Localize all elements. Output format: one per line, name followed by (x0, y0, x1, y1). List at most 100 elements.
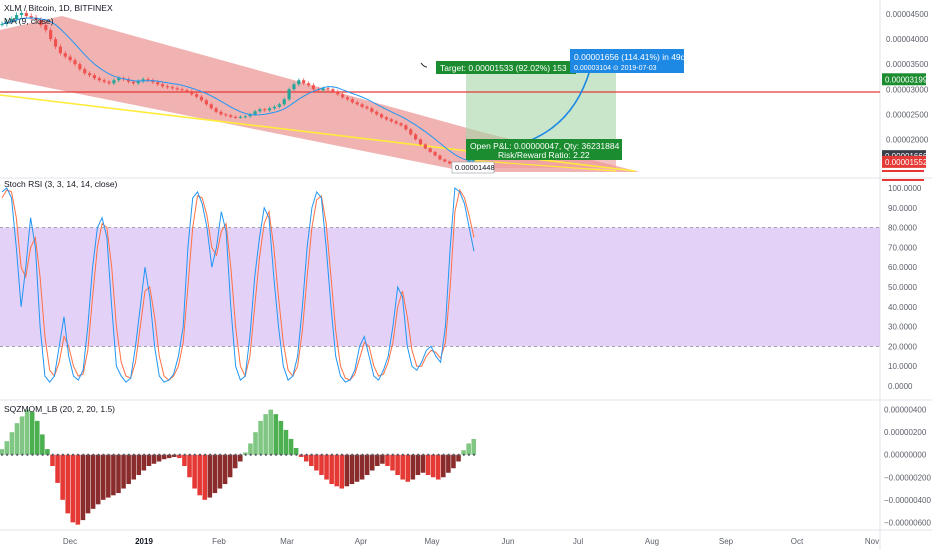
candle-body (165, 86, 170, 88)
target-box (436, 61, 576, 74)
sqz-zero-dot (376, 453, 379, 456)
sqz-zero-dot (143, 453, 146, 456)
sqz-bar (4, 441, 10, 455)
candle-body (73, 60, 77, 65)
candle-body (302, 80, 306, 84)
sqz-zero-dot (224, 453, 227, 456)
sqz-zero-dot (188, 453, 191, 456)
sqz-zero-dot (61, 453, 65, 456)
sqz-bar (156, 454, 162, 462)
sqz-zero-dot (97, 453, 100, 456)
sqz-zero-dot (21, 453, 24, 456)
candle-body (146, 79, 150, 81)
sqz-zero-dot (36, 453, 39, 456)
sqz-bar (395, 454, 400, 476)
sqz-bar (278, 420, 284, 455)
sqz-zero-dot (386, 453, 389, 456)
time-tick-label: Nov (865, 537, 879, 546)
stoch-tick-label: 40.0000 (888, 303, 917, 312)
sqz-zero-dot (310, 453, 313, 456)
sqz-zero-dot (112, 453, 115, 456)
sqz-zero-dot (427, 453, 430, 456)
stoch-tick-label: 70.0000 (888, 243, 917, 252)
sqz-zero-dot (442, 453, 445, 456)
price-candles (0, 10, 476, 167)
sqz-bar (55, 454, 60, 483)
candle-body (224, 114, 228, 116)
sqz-bar (9, 432, 15, 455)
candle-body (248, 114, 252, 117)
projection-text-2: 0.00003104 ⊙ 2019-07-03 (574, 65, 657, 72)
sqz-zero-dot (340, 453, 344, 456)
sqz-bar (405, 454, 411, 482)
sqz-zero-dot (285, 453, 288, 456)
sqz-zero-dot (132, 453, 136, 456)
sqz-zero-dot (335, 453, 339, 456)
candle-body (399, 123, 403, 126)
sqz-bar (298, 454, 304, 457)
stoch-tick-label: 80.0000 (888, 224, 917, 233)
candle-body (10, 19, 14, 22)
time-tick-label: Sep (719, 537, 734, 546)
candle-body (131, 81, 135, 84)
sqz-zero-dot (234, 453, 237, 456)
pnl-box (466, 139, 622, 160)
sqz-tick-label: 0.00000400 (884, 406, 927, 415)
time-tick-label: May (424, 537, 439, 546)
candle-body (214, 108, 218, 112)
sqz-bar (95, 454, 101, 505)
time-tick-label: Jun (502, 537, 515, 546)
sqz-bar (430, 454, 436, 478)
entry-label-box (451, 161, 495, 174)
sqz-bar (60, 454, 65, 500)
time-tick-label: Feb (212, 537, 226, 546)
price-tag-text: 0.00001552 (885, 158, 928, 167)
candle-body (83, 69, 87, 74)
candle-body (243, 116, 247, 118)
sqz-zero-dot (269, 453, 273, 456)
sqz-bar (136, 454, 142, 476)
sqz-bar (471, 438, 477, 455)
price-pane[interactable]: Target: 0.00001533 (92.02%) 153 0.000016… (0, 3, 929, 174)
price-tick-label: 0.00004000 (886, 35, 929, 44)
projection-box (570, 49, 684, 73)
sqz-zero-dot (300, 453, 303, 456)
sqz-zero-dot (214, 453, 217, 456)
candle-body (112, 80, 116, 84)
candle-body (190, 91, 194, 95)
sqz-bar (126, 454, 131, 485)
stoch-axis: 100.0000 90.0000 80.0000 70.0000 60.0000 50.0… (888, 184, 922, 391)
candle-body (102, 80, 106, 82)
sqz-bar (151, 454, 157, 464)
squeeze-momentum-pane[interactable]: SQZMOM_LB (20, 2, 20, 1.5) 0.000004000.0… (0, 404, 931, 527)
candle-body (389, 119, 393, 122)
sqz-zero-dot (264, 453, 268, 456)
sqz-bar (314, 454, 319, 471)
sqz-zero-dot (315, 453, 318, 456)
sqz-zero-dot (102, 453, 105, 456)
sqz-bar (217, 454, 223, 489)
sqz-bar (85, 454, 91, 514)
sqz-zero-dot (381, 453, 384, 456)
sqz-bar (400, 454, 405, 480)
sqz-zero-dot (208, 453, 212, 456)
price-tick-label: 0.00004500 (886, 10, 929, 19)
candle-body (418, 139, 423, 145)
sqz-bar (166, 454, 172, 459)
sqz-bar (253, 432, 258, 455)
sqz-bar (344, 454, 350, 487)
sqz-bar (303, 454, 309, 462)
candle-body (375, 111, 379, 115)
sqz-zero-dot (82, 453, 85, 456)
sqz-bar (258, 420, 263, 455)
sqz-zero-dot (239, 453, 242, 456)
candle-body (151, 80, 155, 83)
candle-body (87, 73, 92, 76)
stoch-rsi-pane[interactable]: Stoch RSI (3, 3, 14, 14, close) 100.0000… (0, 179, 924, 391)
sqz-zero-dot (31, 453, 34, 456)
candle-body (204, 100, 208, 105)
candle-body (360, 104, 364, 107)
sqz-zero-dot (66, 453, 70, 456)
candle-body (97, 78, 101, 81)
